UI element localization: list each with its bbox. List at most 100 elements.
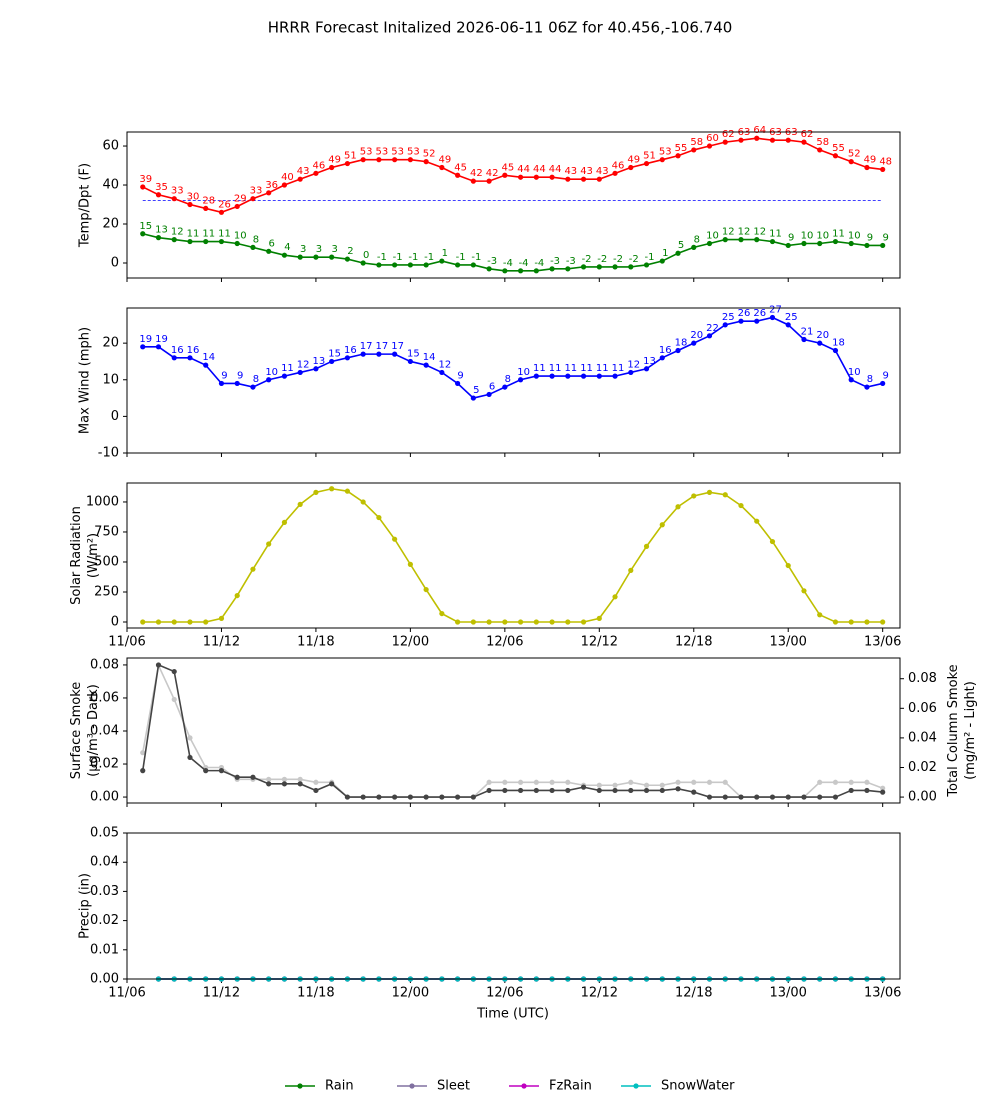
legend-marker [633, 1083, 639, 1089]
data-point [423, 586, 429, 593]
data-point [864, 242, 870, 249]
y-tick-label: 0 [111, 409, 119, 424]
data-label: 64 [753, 125, 766, 136]
series-line [142, 487, 883, 623]
data-point [297, 781, 303, 787]
legend-marker [409, 1083, 415, 1089]
data-point [187, 238, 193, 245]
legend-marker [297, 1083, 303, 1089]
data-point [628, 369, 634, 376]
data-point [754, 794, 760, 800]
data-point [549, 619, 555, 625]
x-tick-label: 13/06 [864, 986, 901, 1001]
data-point [502, 779, 508, 785]
data-point [187, 735, 193, 741]
data-point [423, 362, 429, 368]
data-point [612, 782, 618, 788]
data-point [565, 176, 571, 182]
data-label: -1 [393, 252, 403, 263]
data-label: 10 [801, 230, 814, 241]
data-point [596, 782, 602, 788]
data-point [376, 157, 382, 163]
data-point [864, 619, 870, 625]
data-point [722, 492, 728, 498]
data-point [439, 610, 445, 617]
data-point [297, 176, 303, 182]
data-point [817, 794, 823, 800]
data-point [455, 794, 461, 800]
data-point [848, 779, 854, 785]
data-point [517, 268, 524, 274]
data-point [643, 262, 650, 268]
data-point [533, 619, 539, 625]
data-point [392, 351, 398, 357]
data-point [848, 240, 854, 247]
y-axis-label: (W/m²) [86, 533, 101, 578]
data-point [880, 619, 886, 625]
data-label: 18 [832, 337, 845, 348]
data-point [203, 768, 209, 774]
data-label: 42 [486, 168, 499, 179]
y-tick-label: 0.01 [90, 942, 119, 957]
data-point [392, 794, 398, 800]
data-point [628, 779, 634, 785]
data-label: 0 [363, 250, 369, 261]
data-point [832, 153, 839, 159]
data-point [612, 594, 618, 600]
data-point [517, 174, 524, 180]
data-point [502, 384, 508, 390]
data-point [502, 787, 508, 794]
data-label: 44 [517, 164, 530, 175]
data-point [659, 787, 665, 794]
data-label: 11 [564, 363, 577, 374]
data-point [266, 248, 272, 254]
data-label: 12 [171, 227, 184, 238]
x-tick-label: 12/18 [675, 635, 712, 650]
data-point [880, 380, 886, 387]
data-point [769, 238, 776, 245]
data-point [596, 373, 602, 379]
data-point [344, 355, 351, 361]
data-point [455, 380, 461, 387]
data-point [722, 794, 728, 800]
data-point [722, 139, 728, 145]
data-point [864, 164, 870, 171]
data-point [250, 774, 256, 780]
data-point [612, 373, 618, 379]
data-label: 18 [675, 337, 688, 348]
data-label: 10 [848, 367, 861, 378]
plot-frame [126, 307, 901, 454]
y-tick-label: 0.02 [908, 760, 937, 775]
data-label: 16 [171, 345, 184, 356]
data-point [203, 238, 209, 245]
x-tick-label: 11/12 [203, 986, 240, 1001]
data-point [486, 619, 492, 625]
data-point [470, 794, 476, 800]
data-point [407, 794, 413, 800]
data-point [517, 377, 524, 383]
data-point [691, 340, 697, 346]
data-point [155, 235, 162, 241]
series-line [142, 232, 883, 272]
data-point [218, 238, 225, 245]
data-point [769, 137, 776, 143]
data-point [801, 588, 807, 594]
data-label: 43 [580, 166, 593, 177]
series-line [141, 663, 883, 798]
data-label: 9 [237, 370, 243, 381]
data-point [171, 355, 177, 361]
data-point [675, 779, 681, 785]
data-label: 8 [867, 374, 873, 385]
data-point [864, 779, 870, 785]
data-point [140, 619, 146, 625]
data-point [738, 137, 744, 143]
data-label: -3 [487, 256, 497, 267]
data-label: 12 [297, 359, 310, 370]
y-tick-label: 0.02 [90, 757, 119, 772]
data-point [423, 794, 429, 800]
data-label: 12 [738, 227, 751, 238]
data-point [155, 662, 162, 668]
data-point [817, 612, 823, 618]
data-label: 53 [407, 147, 420, 158]
data-point [880, 785, 886, 791]
